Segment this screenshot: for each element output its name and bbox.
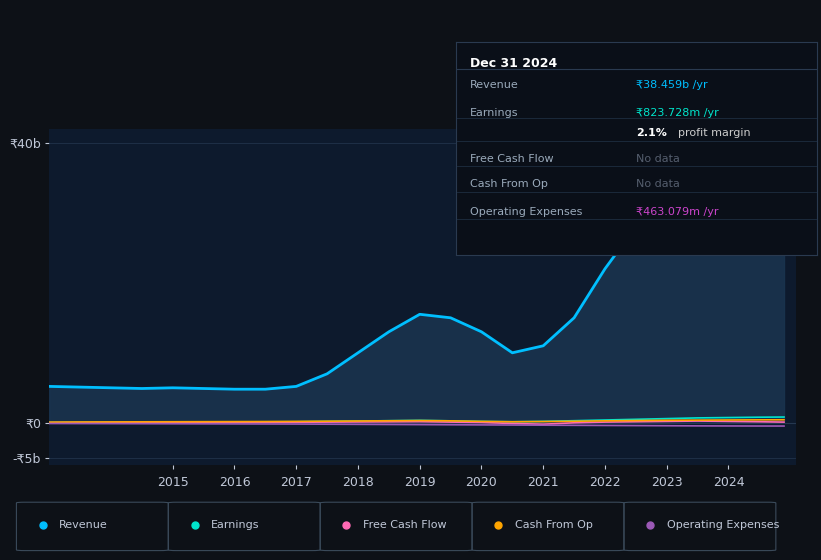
Text: Free Cash Flow: Free Cash Flow — [470, 153, 553, 164]
Text: Revenue: Revenue — [470, 80, 519, 90]
Text: Cash From Op: Cash From Op — [470, 179, 548, 189]
Text: No data: No data — [636, 153, 680, 164]
Text: Operating Expenses: Operating Expenses — [667, 520, 779, 530]
Text: No data: No data — [636, 179, 680, 189]
Text: Cash From Op: Cash From Op — [515, 520, 593, 530]
Text: ₹38.459b /yr: ₹38.459b /yr — [636, 80, 708, 90]
Text: Dec 31 2024: Dec 31 2024 — [470, 57, 557, 70]
Text: ₹463.079m /yr: ₹463.079m /yr — [636, 207, 718, 217]
Text: ₹823.728m /yr: ₹823.728m /yr — [636, 108, 719, 118]
Text: Revenue: Revenue — [59, 520, 108, 530]
Text: 2.1%: 2.1% — [636, 128, 667, 138]
Text: profit margin: profit margin — [678, 128, 750, 138]
Text: Earnings: Earnings — [211, 520, 259, 530]
Text: Free Cash Flow: Free Cash Flow — [363, 520, 447, 530]
Text: Operating Expenses: Operating Expenses — [470, 207, 582, 217]
Text: Earnings: Earnings — [470, 108, 519, 118]
